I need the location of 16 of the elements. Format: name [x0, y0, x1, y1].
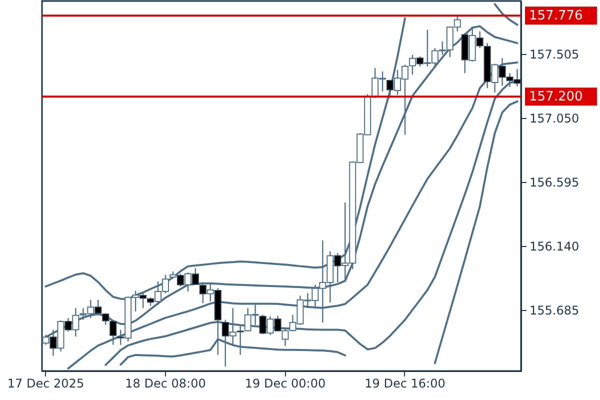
- x-tick-label: 19 Dec 16:00: [364, 376, 446, 390]
- y-tick-label: 157.050: [530, 111, 580, 126]
- x-tick-label: 18 Dec 08:00: [125, 376, 206, 390]
- x-tick-label: 19 Dec 00:00: [244, 376, 326, 390]
- ref-line-label: 157.200: [529, 90, 583, 105]
- candlestick: [206, 283, 214, 302]
- candlestick: [184, 272, 192, 292]
- x-tick-label: 17 Dec 2025: [7, 376, 84, 390]
- candlestick: [266, 316, 274, 336]
- y-tick-label: 155.685: [530, 303, 580, 318]
- y-tick-label: 157.505: [530, 47, 580, 62]
- y-tick-label: 156.140: [530, 239, 580, 254]
- ref-line-label: 157.776: [529, 8, 583, 24]
- candlestick: [408, 54, 416, 76]
- candlestick: [229, 308, 236, 346]
- y-tick-label: 156.595: [530, 175, 580, 190]
